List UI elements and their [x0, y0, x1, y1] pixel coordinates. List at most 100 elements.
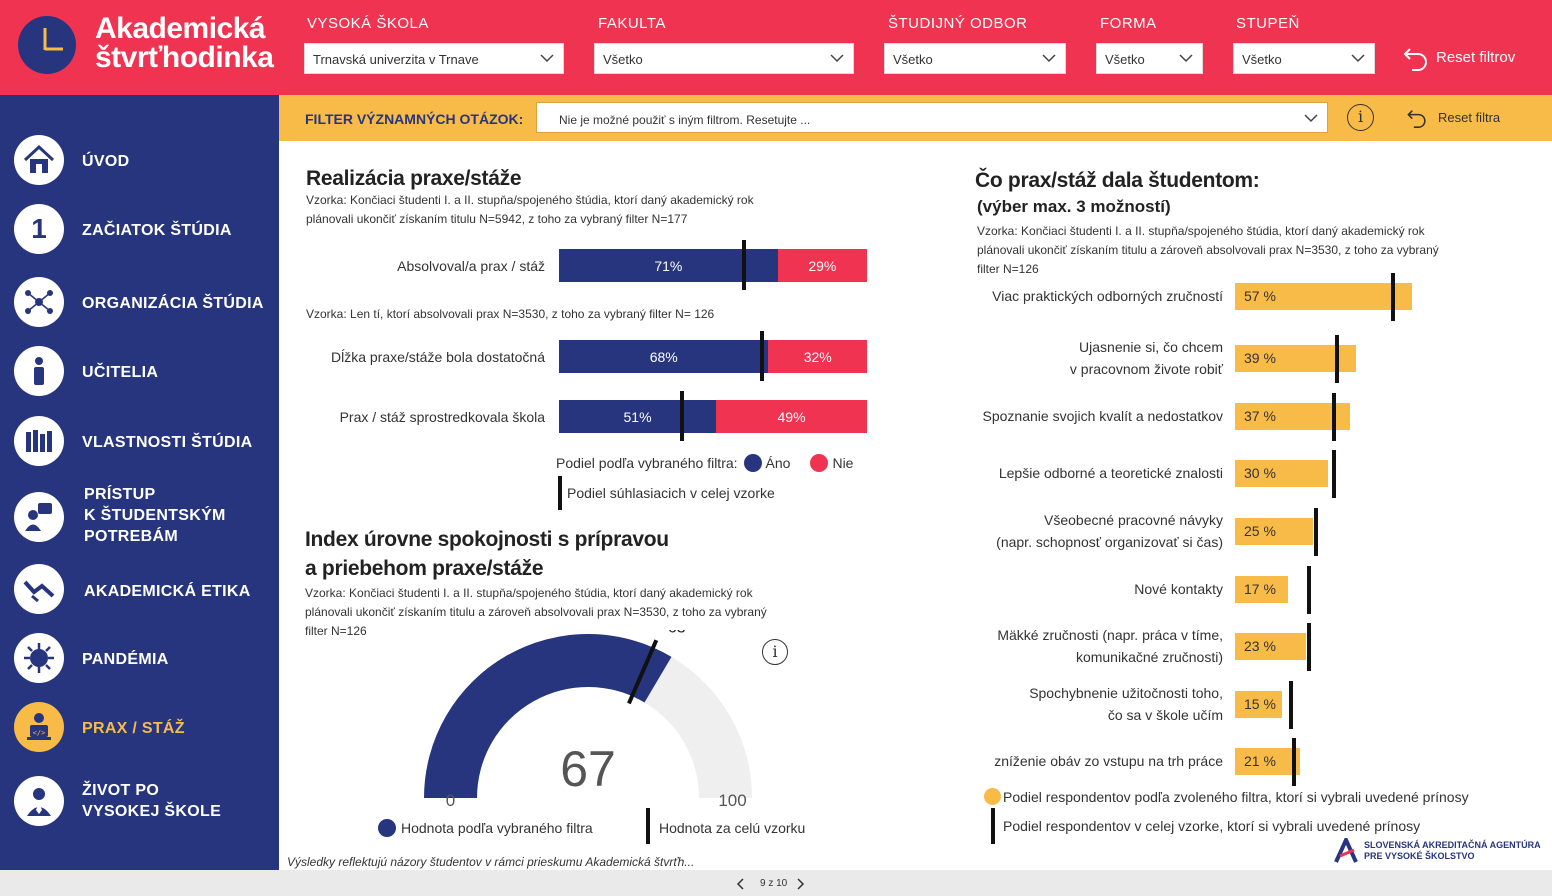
benefit-bar: 25 % [1235, 518, 1313, 545]
legend-yes-swatch [743, 454, 762, 472]
sidebar-item-prax[interactable]: </> PRAX / STÁŽ [0, 697, 279, 757]
clock-logo-icon [18, 16, 76, 74]
gauge-sample-line2: plánovali ukončiť získaním titulu a záro… [305, 605, 767, 619]
gauge-value-arc [424, 634, 672, 798]
benefits-sample-line3: filter N=126 [977, 262, 1039, 276]
gauge-legend-value-label: Hodnota podľa vybraného filtra [401, 820, 593, 836]
page-indicator: 9 z 10 [760, 878, 788, 889]
realization-sample-line1: Vzorka: Končiaci študenti I. a II. stupň… [306, 193, 754, 207]
bar-segment-no: 32% [768, 340, 867, 373]
benefit-bar: 21 % [1235, 748, 1301, 775]
app-logo-text: Akademická štvrťhodinka [95, 12, 274, 73]
benefit-bar: 57 % [1235, 283, 1412, 310]
virus-icon [14, 633, 64, 683]
developer-icon: </> [14, 702, 64, 752]
benefit-reference-marker [1291, 738, 1296, 786]
question-filter-value: Nie je možné použiť s iným filtrom. Rese… [559, 113, 811, 127]
benefits-legend-value: Podiel respondentov podľa zvoleného filt… [984, 788, 1469, 805]
page-navigator: 9 z 10 [0, 870, 1552, 896]
bar-segment-no: 29% [777, 249, 867, 282]
sidebar-item-label-line2: K ŠTUDENTSKÝM [84, 507, 226, 524]
chevron-right-icon[interactable] [795, 878, 805, 890]
home-icon [14, 135, 64, 185]
chevron-down-icon [540, 54, 554, 63]
benefits-title: Čo prax/stáž dala študentom: [975, 169, 1260, 192]
agency-logo-icon [1334, 838, 1358, 863]
satisfaction-gauge: 63 67 0 100 [424, 630, 752, 810]
teacher-icon [14, 346, 64, 396]
agency-logo: SLOVENSKÁ AKREDITAČNÁ AGENTÚRA PRE VYSOK… [1334, 838, 1541, 864]
gauge-title-line1: Index úrovne spokojnosti s prípravou [305, 528, 669, 551]
legend-no-swatch [810, 454, 829, 472]
number-one-icon: 1 [14, 204, 64, 254]
benefit-category-label: zníženie obáv zo vstupu na trh práce [994, 753, 1223, 769]
filter-label-form: FORMA [1100, 15, 1157, 32]
reset-filter-button[interactable]: Reset filtra [1406, 106, 1500, 128]
gauge-remaining-arc [644, 656, 752, 798]
reset-filters-button[interactable]: Reset filtrov [1402, 43, 1515, 71]
stacked-bar: 51% 49% [559, 400, 867, 433]
legend-no-label: Nie [832, 455, 854, 471]
bar-category-label: Dĺžka praxe/stáže bola dostatočná [330, 349, 545, 365]
support-icon [14, 492, 64, 542]
chevron-left-icon[interactable] [736, 878, 746, 890]
bar-segment-yes: 68% [559, 340, 769, 373]
realization-legend: Podiel podľa vybraného filtra: Áno Nie [556, 454, 853, 472]
benefit-reference-marker [1313, 508, 1318, 556]
benefit-reference-marker [1332, 450, 1337, 498]
realization-title: Realizácia praxe/stáže [306, 167, 522, 190]
sidebar-item-ucitelia[interactable]: UČITELIA [0, 341, 279, 401]
sidebar-item-etika[interactable]: AKADEMICKÁ ETIKA [0, 558, 279, 618]
sidebar-item-label: PRAX / STÁŽ [82, 720, 185, 737]
undo-icon [1407, 110, 1426, 128]
benefit-bar: 23 % [1235, 633, 1307, 660]
form-select[interactable]: Všetko [1096, 43, 1203, 74]
benefit-bar: 17 % [1235, 576, 1288, 603]
bar-segment-yes: 51% [559, 400, 717, 433]
graduate-icon [14, 776, 64, 826]
info-icon[interactable]: i [1347, 104, 1374, 131]
gauge-info-icon[interactable]: i [762, 639, 788, 665]
filter-label-school: VYSOKÁ ŠKOLA [307, 15, 429, 32]
question-filter-select[interactable]: Nie je možné použiť s iným filtrom. Rese… [536, 102, 1328, 133]
bar-reference-marker [741, 240, 746, 290]
school-select[interactable]: Trnavská univerzita v Trnave [304, 43, 564, 74]
sidebar-item-uvod[interactable]: ÚVOD [0, 130, 279, 190]
logo-line-1: Akademická [95, 12, 266, 45]
chevron-down-icon [1304, 114, 1318, 123]
sidebar-item-label: AKADEMICKÁ ETIKA [84, 583, 251, 600]
benefit-category-label: Mäkké zručnosti (napr. práca v tíme, komu… [997, 627, 1223, 665]
benefits-sample-line2: plánovali ukončiť získaním titulu a záro… [977, 243, 1439, 257]
chevron-down-icon [1042, 54, 1056, 63]
legend-marker-label: Podiel súhlasiacich v celej vzorke [567, 485, 775, 501]
sidebar-item-pristup[interactable]: PRÍSTUP K ŠTUDENTSKÝM POTREBÁM [0, 483, 279, 553]
gauge-title-line2: a priebehom praxe/stáže [305, 557, 544, 580]
faculty-select-value: Všetko [603, 52, 643, 67]
agency-name-line2: PRE VYSOKÉ ŠKOLSTVO [1364, 851, 1475, 861]
gauge-legend-reference-label: Hodnota za celú vzorku [659, 820, 806, 836]
benefit-reference-marker [1307, 566, 1312, 614]
form-select-value: Všetko [1105, 52, 1145, 67]
faculty-select[interactable]: Všetko [594, 43, 854, 74]
benefits-sample-line1: Vzorka: Končiaci študenti I. a II. stupň… [977, 224, 1425, 238]
gauge-value-label: 67 [560, 741, 616, 797]
benefit-bar: 15 % [1235, 691, 1282, 718]
bar-segment-no: 49% [716, 400, 867, 433]
sidebar-item-label: ZAČIATOK ŠTÚDIA [82, 222, 232, 239]
benefit-bar: 37 % [1235, 403, 1350, 430]
chevron-down-icon [1179, 54, 1193, 63]
sidebar-item-zivot[interactable]: ŽIVOT PO VYSOKEJ ŠKOLE [0, 773, 279, 829]
legend-yes-label: Áno [765, 455, 791, 471]
benefits-legend-value-label: Podiel respondentov podľa zvoleného filt… [1003, 788, 1469, 805]
sidebar-nav: ÚVOD 1 ZAČIATOK ŠTÚDIA ORGANIZÁCIA ŠTÚDI… [0, 95, 279, 870]
benefit-category-label: Všeobecné pracovné návyky (napr. schopnos… [996, 512, 1223, 550]
sidebar-item-pandemia[interactable]: PANDÉMIA [0, 628, 279, 688]
legend-prefix: Podiel podľa vybraného filtra: [556, 455, 738, 471]
degree-select[interactable]: Všetko [1233, 43, 1375, 74]
svg-text:</>: </> [33, 729, 46, 737]
network-icon [14, 277, 64, 327]
field-select[interactable]: Všetko [884, 43, 1066, 74]
sidebar-item-organizacia[interactable]: ORGANIZÁCIA ŠTÚDIA [0, 272, 279, 332]
sidebar-item-zaciatok[interactable]: 1 ZAČIATOK ŠTÚDIA [0, 199, 279, 259]
sidebar-item-vlastnosti[interactable]: VLASTNOSTI ŠTÚDIA [0, 411, 279, 471]
